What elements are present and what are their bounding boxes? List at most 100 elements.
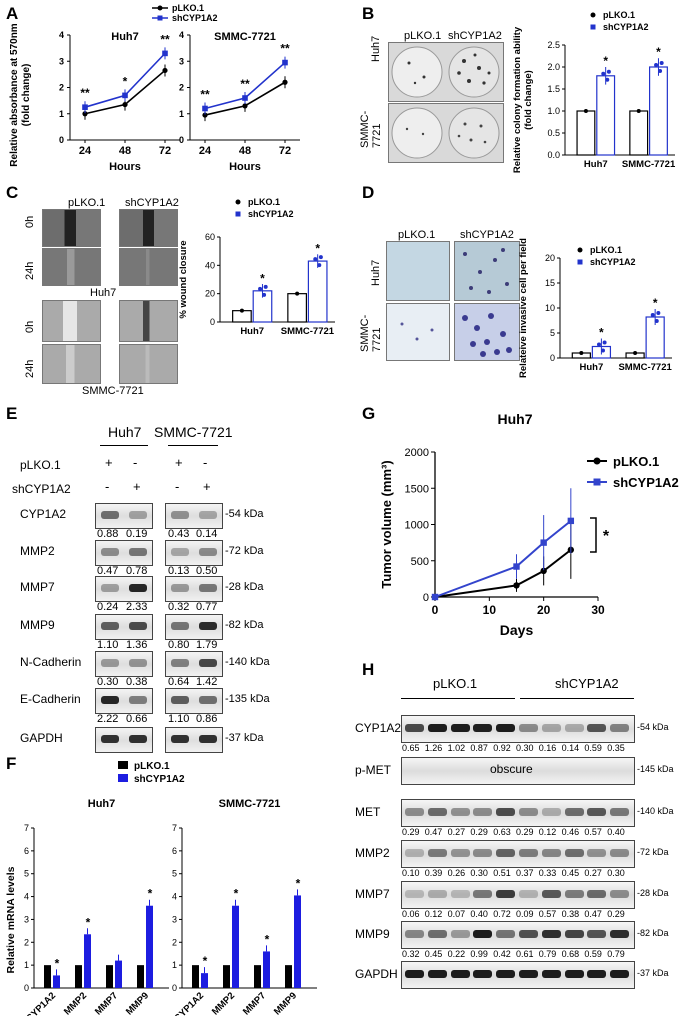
- f-bar-sh: [84, 934, 91, 988]
- h-quant-value: 0.57: [584, 827, 602, 837]
- a-ylabel: (fold change): [21, 64, 32, 127]
- h-band: [610, 724, 630, 732]
- e-line-huh7: [100, 445, 148, 446]
- a-point: [162, 67, 168, 74]
- e-sign-sh: +: [203, 479, 211, 494]
- panel-e-western-blot: Huh7 SMMC-7721 pLKO.1 shCYP1A2 + - + - - + - + CYP1A…: [0, 0, 360, 760]
- e-band: [129, 511, 147, 519]
- e-band: [199, 584, 217, 592]
- panel-d-chart: pLKO.1 shCYP1A2 Relateive invasive cell pe…: [518, 238, 672, 378]
- legend-marker-plko: [577, 247, 583, 253]
- legend-label-plko: pLKO.1: [603, 10, 635, 20]
- e-protein-label: MMP9: [20, 618, 55, 632]
- e-band: [171, 548, 189, 556]
- h-band: [450, 890, 470, 898]
- f-category-label: CYP1A2: [24, 990, 58, 1016]
- bar-sh: [649, 66, 668, 156]
- bar-dot-sh: [602, 340, 607, 345]
- a-point: [282, 59, 288, 66]
- bar-dot-sh: [596, 342, 601, 347]
- h-quant-value: 0.30: [470, 868, 488, 878]
- e-band: [101, 584, 119, 592]
- bar-y-tick-label: 2.0: [547, 62, 560, 72]
- e-protein-label: E-Cadherin: [20, 692, 81, 706]
- h-group-plko: pLKO.1: [433, 676, 478, 691]
- h-quant-value: 0.27: [447, 827, 466, 837]
- f-category-label: MMP2: [210, 990, 237, 1016]
- e-kda-label: -28 kDa: [225, 581, 264, 593]
- bar-dot-sh: [659, 61, 664, 65]
- f-bar-sh: [294, 895, 301, 988]
- h-quant-value: 0.35: [607, 743, 625, 753]
- h-band: [541, 724, 561, 732]
- e-kda-label: -82 kDa: [225, 619, 264, 631]
- d-row-huh7: Huh7: [370, 259, 382, 286]
- e-protein-label: GAPDH: [20, 731, 63, 745]
- legend-label-sh: shCYP1A2: [603, 22, 649, 32]
- f-y-tick-label: 6: [172, 846, 177, 856]
- e-band: [199, 659, 217, 667]
- h-band: [427, 930, 447, 938]
- e-kda-label: -135 kDa: [225, 693, 270, 705]
- e-protein-label: CYP1A2: [20, 507, 67, 521]
- bar-dot-sh: [658, 69, 663, 73]
- g-point: [540, 539, 547, 546]
- h-quant-value: 0.79: [538, 949, 557, 959]
- bar-star: *: [599, 326, 604, 340]
- h-band: [473, 930, 493, 938]
- h-band: [610, 970, 630, 978]
- f-chart-title: SMMC-7721: [219, 798, 281, 810]
- h-quant-value: 0.07: [447, 909, 466, 919]
- d-cells-huh7-sh: [463, 248, 509, 294]
- h-band: [427, 849, 447, 857]
- h-quant-value: 0.33: [538, 868, 557, 878]
- e-quant-value: 0.88: [97, 528, 119, 540]
- h-band: [610, 930, 630, 938]
- bar-dot-sh: [313, 257, 318, 262]
- f-bar-plko: [285, 965, 292, 988]
- bar-dot-plko: [583, 109, 588, 113]
- h-band: [473, 970, 493, 978]
- h-band: [405, 970, 424, 978]
- h-quant-value: 0.12: [424, 909, 443, 919]
- bar-category-label: Huh7: [584, 159, 608, 170]
- c-wound-huh7-0h-sh: [119, 209, 178, 247]
- h-band: [564, 724, 584, 732]
- e-quant-value: 0.19: [126, 528, 148, 540]
- h-band: [564, 808, 584, 816]
- f-y-tick-label: 2: [172, 937, 177, 947]
- panel-g-chart: Huh7 0 500 1000 1500 2000 0 10 20 30 Days Tumor vol…: [379, 411, 679, 638]
- h-quant-value: 0.32: [402, 949, 420, 959]
- h-quant-value: 0.72: [493, 909, 511, 919]
- bar-dot-sh: [606, 69, 611, 74]
- b-row-smmc: SMMC- 7721: [359, 110, 383, 148]
- e-quant-value: 1.42: [196, 676, 218, 688]
- a-point: [282, 79, 288, 85]
- e-band: [101, 696, 119, 704]
- h-quant-value: 0.59: [584, 949, 602, 959]
- e-quant-value: 0.47: [97, 565, 119, 577]
- a-significance-star: *: [123, 74, 128, 88]
- g-point: [513, 582, 520, 589]
- legend-marker-plko: [235, 199, 241, 205]
- g-xlabel: Days: [500, 622, 534, 638]
- h-band: [450, 724, 470, 732]
- h-band: [541, 930, 561, 938]
- h-band: [450, 930, 470, 938]
- f-y-tick-label: 0: [24, 983, 29, 993]
- g-legend-label-plko: pLKO.1: [613, 454, 659, 469]
- c-wound-smmc-24h-plko: [42, 344, 101, 384]
- a-chart-title: Huh7: [111, 31, 139, 43]
- h-quant-value: 0.29: [607, 909, 625, 919]
- h-blot-note: obscure: [490, 762, 533, 776]
- a-chart-title: SMMC-7721: [214, 31, 276, 43]
- h-band: [427, 970, 447, 978]
- legend-label-sh: shCYP1A2: [590, 257, 636, 267]
- h-band: [427, 808, 447, 816]
- c-col-sh: shCYP1A2: [125, 197, 179, 209]
- h-quant-value: 0.09: [516, 909, 534, 919]
- e-blot-band-smmc: [165, 651, 223, 677]
- g-ylabel: Tumor volume (mm³): [379, 460, 394, 588]
- f-y-tick-label: 1: [172, 960, 177, 970]
